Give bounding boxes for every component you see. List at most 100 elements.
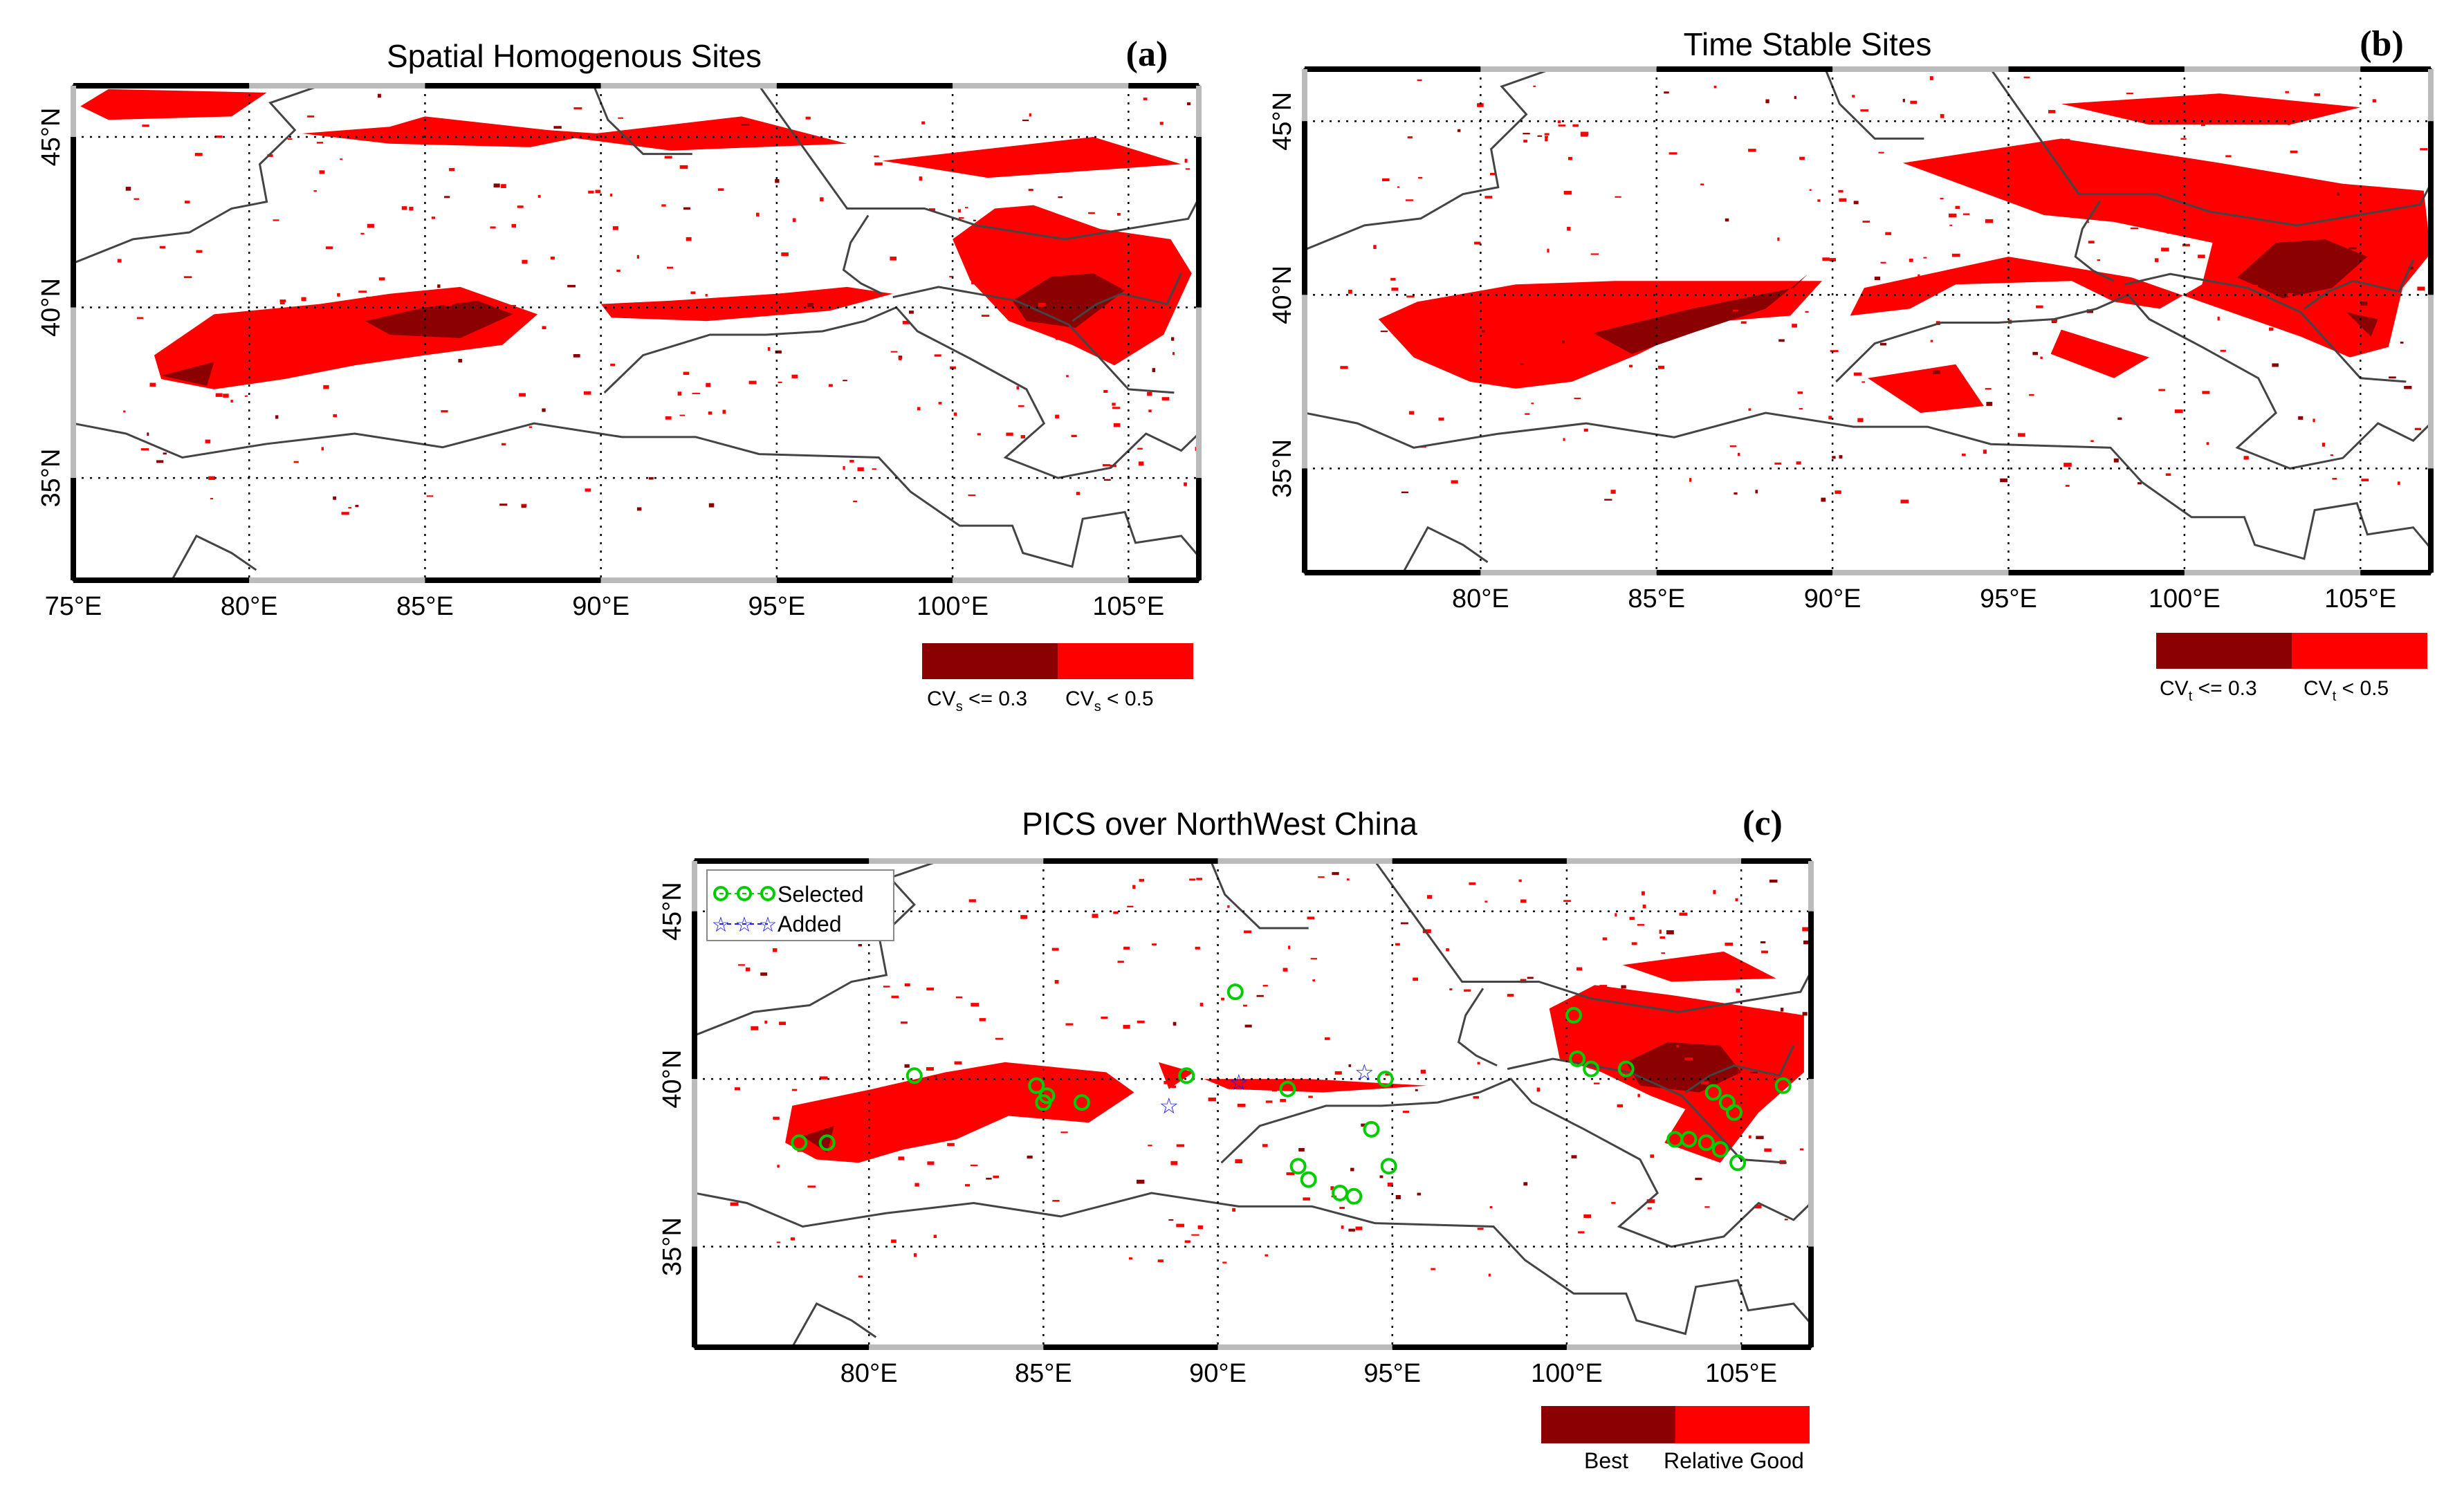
speckle-pixel — [2322, 443, 2325, 447]
speckle-pixel — [446, 304, 452, 306]
legend-b-dark-text: CVt <= 0.3 — [2160, 677, 2257, 704]
speckle-pixel — [1022, 119, 1029, 121]
speckle-pixel — [2420, 148, 2428, 151]
speckle-pixel — [1489, 1206, 1493, 1209]
y-tick-label: 45°N — [1268, 92, 1297, 151]
speckle-pixel — [1666, 930, 1674, 934]
speckle-pixel — [511, 304, 516, 306]
speckle-pixel — [1679, 912, 1688, 916]
selected-site-marker — [1178, 1067, 1195, 1084]
speckle-pixel — [1464, 989, 1471, 992]
legend-a: CVs <= 0.3 CVs < 0.5 — [922, 643, 1193, 714]
speckle-pixel — [708, 412, 712, 415]
selected-site-marker — [1279, 1080, 1296, 1098]
speckle-pixel — [1668, 152, 1677, 155]
site-region-relative — [600, 286, 893, 322]
speckle-pixel — [573, 354, 580, 358]
speckle-pixel — [1420, 1069, 1426, 1074]
speckle-pixel — [519, 393, 526, 397]
speckle-pixel — [1006, 432, 1013, 436]
speckle-pixel — [2173, 226, 2178, 230]
border-line — [791, 1302, 877, 1347]
speckle-pixel — [1256, 995, 1264, 997]
site-region-relative — [80, 89, 267, 120]
speckle-pixel — [775, 350, 782, 354]
legend-c: Best Relative Good — [1541, 1406, 1810, 1473]
speckle-pixel — [1008, 207, 1013, 211]
x-tick-label: 90°E — [1804, 584, 1861, 613]
speckle-pixel — [1330, 1186, 1334, 1190]
speckle-pixel — [321, 447, 324, 451]
map-c: ☆☆ ☆80°E 85°E 90°E 95°E 100°E 105°E45°N40°N35°… — [658, 858, 1814, 1388]
speckle-pixel — [2065, 485, 2070, 487]
speckle-pixel — [2337, 192, 2339, 196]
speckle-pixel — [1857, 418, 1864, 423]
speckle-pixel — [934, 1075, 937, 1078]
speckle-pixel — [1822, 257, 1830, 261]
speckle-pixel — [809, 1116, 812, 1118]
speckle-pixel — [790, 1237, 795, 1241]
speckle-pixel — [2097, 259, 2100, 261]
speckle-pixel — [501, 184, 506, 188]
speckle-pixel — [1112, 407, 1121, 409]
speckle-pixel — [2225, 155, 2232, 158]
speckle-pixel — [1578, 1231, 1585, 1234]
speckle-pixel — [1117, 213, 1121, 216]
border-line — [1072, 272, 1182, 322]
speckle-pixel — [385, 342, 392, 345]
speckle-pixel — [595, 189, 601, 194]
speckle-pixel — [550, 257, 555, 260]
speckle-pixel — [1563, 900, 1571, 903]
speckle-pixel — [797, 1150, 805, 1152]
speckle-pixel — [1020, 435, 1026, 438]
speckle-pixel — [2398, 481, 2400, 486]
x-tick-label: 100°E — [2149, 584, 2221, 613]
speckle-pixel — [751, 1026, 759, 1030]
speckle-pixel — [1520, 363, 1524, 365]
speckle-pixel — [1055, 414, 1060, 418]
site-region-relative — [1868, 364, 1984, 413]
speckle-pixel — [1390, 277, 1396, 281]
speckle-pixel — [1642, 891, 1645, 896]
speckle-pixel — [1451, 320, 1457, 324]
speckle-pixel — [323, 385, 329, 389]
speckle-pixel — [2198, 255, 2205, 259]
speckle-pixel — [2032, 351, 2038, 355]
map-a: 75°E 80°E 85°E 90°E 95°E 100°E 105°E 45°N 40°N 35… — [37, 83, 1202, 621]
speckle-pixel — [1733, 309, 1738, 312]
speckle-pixel — [1756, 1136, 1764, 1140]
speckle-pixel — [1764, 1148, 1772, 1152]
x-tick-label: 100°E — [917, 592, 989, 621]
speckle-pixel — [228, 364, 235, 367]
speckle-pixel — [136, 317, 144, 320]
speckle-pixel — [1729, 445, 1737, 447]
speckle-pixel — [1307, 916, 1315, 920]
speckle-pixel — [1657, 365, 1665, 369]
speckle-pixel — [1659, 936, 1665, 939]
selected-site-marker — [1226, 983, 1244, 1001]
speckle-pixel — [820, 197, 824, 202]
speckle-pixel — [1441, 364, 1446, 366]
speckle-pixel — [1754, 1204, 1762, 1209]
speckle-pixel — [2130, 228, 2139, 230]
speckle-pixel — [1199, 1002, 1204, 1006]
speckle-pixel — [1550, 379, 1556, 382]
selected-site-marker — [1726, 1104, 1743, 1121]
speckle-pixel — [1644, 1003, 1651, 1006]
speckle-pixel — [275, 415, 279, 419]
selected-site-marker — [1300, 1171, 1317, 1188]
border-line — [73, 86, 320, 264]
speckle-pixel — [1020, 915, 1027, 919]
speckle-pixel — [1544, 133, 1550, 136]
speckle-pixel — [909, 311, 914, 314]
speckle-pixel — [183, 276, 192, 279]
speckle-pixel — [1750, 1071, 1758, 1073]
speckle-pixel — [1545, 136, 1549, 138]
speckle-pixel — [1029, 113, 1031, 117]
speckle-pixel — [686, 237, 692, 241]
speckle-pixel — [2090, 440, 2094, 442]
speckle-pixel — [1930, 340, 1933, 342]
speckle-pixel — [986, 1177, 992, 1180]
speckle-pixel — [926, 988, 935, 991]
selected-site-marker — [1698, 1134, 1715, 1152]
